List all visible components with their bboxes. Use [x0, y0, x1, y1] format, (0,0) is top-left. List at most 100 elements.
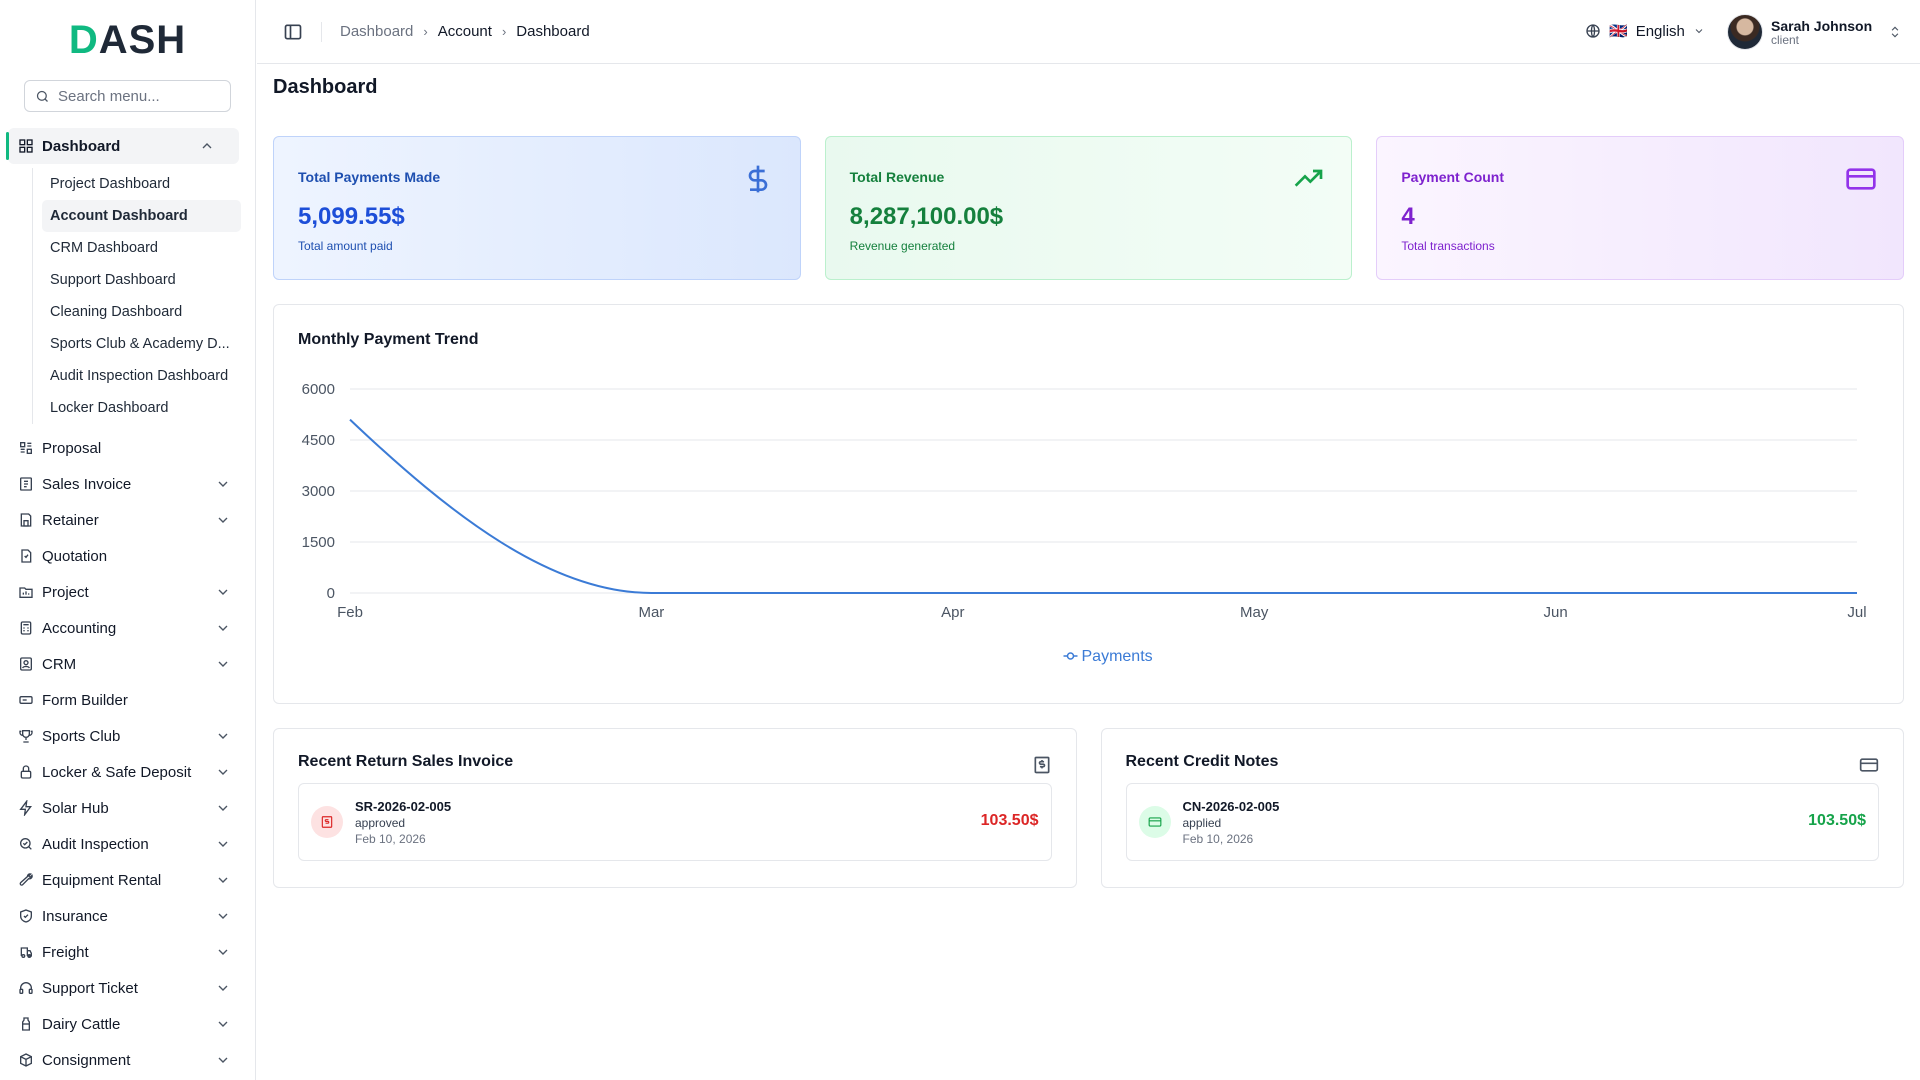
entry-id: CN-2026-02-005 — [1182, 798, 1280, 814]
sidebar-item-solar-hub[interactable]: Solar Hub — [0, 790, 255, 826]
user-menu[interactable]: Sarah Johnson client — [1727, 14, 1902, 50]
sidebar-item-dashboard[interactable]: Dashboard — [6, 128, 239, 164]
sidebar-item-label: Consignment — [42, 1051, 131, 1069]
retainer-icon — [16, 510, 36, 530]
chevron-down-icon — [218, 877, 228, 883]
sidebar-item-retainer[interactable]: Retainer — [0, 502, 255, 538]
sidebar-item-insurance[interactable]: Insurance — [0, 898, 255, 934]
dashboard-submenu: Project Dashboard Account Dashboard CRM Da… — [32, 168, 255, 424]
sidebar-item-sales-invoice[interactable]: Sales Invoice — [0, 466, 255, 502]
sidebar-item-support-ticket[interactable]: Support Ticket — [0, 970, 255, 1006]
quotation-icon — [16, 546, 36, 566]
x-tick-label: Mar — [638, 604, 664, 621]
sidebar-item-label: CRM — [42, 655, 77, 673]
sidebar-item-label: Freight — [42, 943, 89, 961]
app-logo[interactable]: D ASH — [68, 17, 187, 62]
panel-title: Recent Credit Notes — [1125, 753, 1279, 770]
sidebar-item-dairy-cattle[interactable]: Dairy Cattle — [0, 1006, 255, 1042]
sidebar-item-label: Proposal — [42, 439, 102, 457]
bolt-icon — [16, 798, 36, 818]
sidebar-item-label: Equipment Rental — [42, 871, 162, 889]
invoice-icon — [311, 806, 343, 838]
credit-card-icon — [1859, 758, 1879, 772]
audit-icon — [16, 834, 36, 854]
sidebar-item-equipment-rental[interactable]: Equipment Rental — [0, 862, 255, 898]
language-selector[interactable]: 🇬🇧 English — [1585, 22, 1705, 40]
payment-trend-chart-card: 0 1500 3000 4500 6000 Feb Mar Apr May Jun Jul Payme… — [273, 304, 1904, 704]
sidebar-item-consignment[interactable]: Consignment — [0, 1042, 255, 1078]
x-tick-label: Jun — [1544, 604, 1568, 621]
entry-date: Feb 10, 2026 — [1182, 831, 1254, 846]
x-tick-label: Jul — [1847, 604, 1866, 621]
sidebar-item-label: Form Builder — [42, 691, 128, 709]
chevron-down-icon — [218, 1057, 228, 1063]
stat-cards: Total Payments Made 5,099.55$ Total amou… — [273, 136, 1905, 280]
x-tick-label: May — [1240, 604, 1269, 621]
sidebar-toggle-icon[interactable] — [283, 22, 303, 42]
list-item[interactable]: SR-2026-02-005 approved Feb 10, 2026 103… — [298, 783, 1052, 861]
sidebar-subitem[interactable]: Support Dashboard — [50, 272, 176, 288]
user-role: client — [1771, 32, 1800, 47]
credit-card-icon — [1138, 806, 1171, 838]
sidebar-item-locker-safe-deposit[interactable]: Locker & Safe Deposit — [0, 754, 255, 790]
list-item[interactable]: CN-2026-02-005 applied Feb 10, 2026 103.… — [1125, 783, 1879, 861]
sidebar-item-audit-inspection[interactable]: Audit Inspection — [0, 826, 255, 862]
crm-icon — [16, 654, 36, 674]
search-input[interactable]: Search menu... — [24, 80, 231, 112]
sidebar-subitem[interactable]: Locker Dashboard — [50, 400, 169, 416]
y-tick-label: 0 — [327, 585, 335, 602]
chevron-down-icon — [218, 661, 228, 667]
box-icon — [16, 1050, 36, 1070]
chevron-down-icon — [218, 949, 228, 955]
grid-icon — [16, 136, 36, 156]
recent-panels: Recent Return Sales Invoice SR-2026-02-0… — [273, 728, 1904, 888]
chevron-down-icon — [218, 625, 228, 631]
sidebar-item-label: Project — [42, 583, 89, 601]
card-subtitle: Revenue generated — [849, 239, 956, 253]
chevron-down-icon — [218, 841, 228, 847]
sidebar-item-label: Sports Club — [42, 727, 121, 745]
flag-icon: 🇬🇧 — [1609, 23, 1628, 40]
sidebar-item-freight[interactable]: Freight — [0, 934, 255, 970]
stat-card-revenue: Total Revenue 8,287,100.00$ Revenue gene… — [824, 136, 1353, 280]
sidebar-item-label: Quotation — [42, 547, 108, 565]
sidebar-item-project[interactable]: Project — [0, 574, 255, 610]
breadcrumb: Dashboard › Account › Dashboard — [340, 23, 590, 40]
entry-status: approved — [355, 815, 406, 830]
recent-returns-panel: Recent Return Sales Invoice SR-2026-02-0… — [273, 728, 1077, 888]
sidebar-item-form-builder[interactable]: Form Builder — [0, 682, 255, 718]
sidebar-subitem[interactable]: Account Dashboard — [42, 200, 241, 232]
sidebar-item-label: Sales Invoice — [42, 475, 132, 493]
stat-card-payments: Total Payments Made 5,099.55$ Total amou… — [273, 136, 801, 280]
sidebar-subitem[interactable]: Project Dashboard — [50, 176, 171, 192]
y-tick-label: 4500 — [302, 432, 335, 449]
breadcrumb-account[interactable]: Account — [437, 23, 492, 40]
sidebar-item-sports-club[interactable]: Sports Club — [0, 718, 255, 754]
sidebar-nav: Dashboard Project Dashboard Account Dashb… — [0, 128, 255, 1080]
sidebar-item-quotation[interactable]: Quotation — [0, 538, 255, 574]
payment-trend-chart: 0 1500 3000 4500 6000 Feb Mar Apr May Jun Jul Payme… — [302, 381, 1867, 665]
card-value: 5,099.55$ — [298, 203, 405, 230]
chevron-down-icon — [218, 733, 228, 739]
wrench-icon — [16, 870, 36, 890]
sidebar-item-crm[interactable]: CRM — [0, 646, 255, 682]
sidebar-subitem[interactable]: Sports Club & Academy D... — [50, 336, 230, 352]
page-title: Dashboard — [273, 76, 378, 98]
card-subtitle: Total amount paid — [298, 239, 393, 253]
breadcrumb-dashboard[interactable]: Dashboard — [340, 23, 414, 40]
sidebar-subitem[interactable]: Cleaning Dashboard — [50, 304, 183, 320]
panel-title: Recent Return Sales Invoice — [298, 753, 514, 770]
avatar — [1727, 14, 1763, 50]
proposal-icon — [16, 438, 36, 458]
calculator-icon — [16, 618, 36, 638]
sidebar-subitem[interactable]: CRM Dashboard — [50, 240, 158, 256]
sidebar-item-accounting[interactable]: Accounting — [0, 610, 255, 646]
y-tick-label: 6000 — [302, 381, 335, 398]
card-subtitle: Total transactions — [1401, 239, 1495, 253]
trending-up-icon — [1295, 169, 1323, 187]
sidebar-item-proposal[interactable]: Proposal — [0, 430, 255, 466]
y-tick-label: 3000 — [302, 483, 335, 500]
entry-amount: 103.50$ — [1808, 812, 1866, 829]
sidebar-subitem[interactable]: Audit Inspection Dashboard — [50, 368, 229, 384]
card-title: Payment Count — [1401, 169, 1505, 185]
